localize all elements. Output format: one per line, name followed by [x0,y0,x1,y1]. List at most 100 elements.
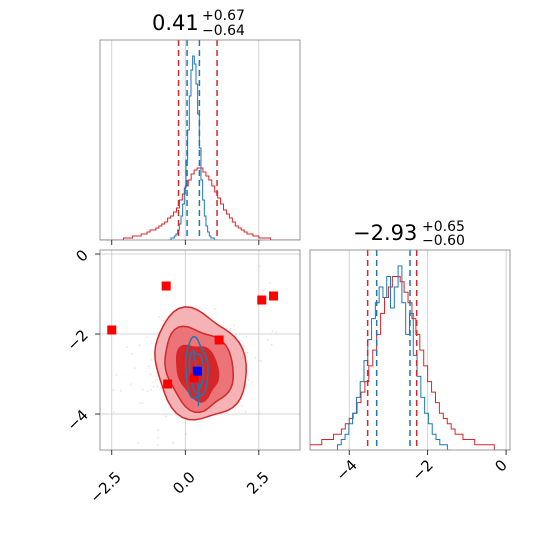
top-left-title: 0.41 +0.67 −0.64 [152,8,245,39]
bl-scatter-point [229,327,232,330]
bl-scatter-point [152,381,155,383]
bl-scatter-point [141,402,144,404]
bl-scatter-point [156,332,159,335]
bl-scatter-point [214,307,217,310]
bl-scatter-point [165,415,167,418]
bl-xtick-label-3: 2.5 [243,468,273,498]
bl-scatter-point [115,374,118,376]
bl-scatter-point [132,455,134,457]
bl-scatter-point [112,411,115,413]
bl-scatter-point [30,383,32,385]
bl-scatter-point [257,360,260,362]
bl-blue-marker [192,366,202,376]
bl-scatter-point [145,336,148,339]
bl-scatter-point [156,444,159,446]
bl-red-marker-2 [257,295,267,305]
bl-scatter-point [149,373,152,376]
bottom-right-title-plus: +0.65 [422,219,465,235]
bl-red-marker-3 [269,291,279,301]
bl-scatter-point [148,365,151,368]
bl-scatter-point [328,331,330,333]
bl-scatter-point [146,390,149,393]
bl-red-marker-5 [163,379,173,389]
bl-scatter-point [157,429,160,432]
bl-scatter-point [112,389,115,391]
bl-scatter-point [260,360,262,362]
bl-scatter-point [275,330,278,333]
bl-red-marker-0 [107,325,117,335]
bl-scatter-point [172,441,175,444]
bl-scatter-point [269,281,272,284]
bl-scatter-point [130,353,133,355]
bl-contour-blue-outer [184,335,209,400]
bl-red-marker-1 [161,281,171,291]
bl-scatter-point [241,404,243,407]
bl-scatter-point [254,356,257,359]
bl-ytick-label-1: 0 [72,246,91,265]
br-xtick-label-2: −2 [408,456,436,484]
bl-scatter-point [157,436,160,439]
bl-scatter-point [126,346,129,348]
bl-scatter-point [152,386,155,388]
bl-contour-blue-inner [188,350,205,395]
bl-scatter-point [162,320,165,322]
bl-scatter-point [266,338,269,341]
top-left-histogram-panel [100,40,300,240]
bottom-left-frame [99,249,301,451]
br-xtick-label-1: −4 [332,456,360,484]
bottom-right-title: −2.93 +0.65 −0.60 [353,219,465,249]
bl-xtick-label-1: −2.5 [86,468,124,506]
bl-scatter-point [160,386,163,389]
bl-scatter-point [251,381,254,384]
bl-scatter-point [133,367,136,370]
bl-scatter-point [185,433,187,435]
tl-hist-red [100,167,300,240]
bl-red-marker-6 [189,373,199,383]
bottom-right-title-minus: −0.60 [422,233,465,249]
top-left-title-plus: +0.67 [202,8,245,24]
br-hist-red [310,276,510,450]
tl-hist-blue [167,55,218,240]
bl-scatter-point [271,330,274,333]
bl-scatter-point [185,505,187,507]
bl-scatter-point [247,379,250,381]
bl-scatter-point [139,402,141,404]
bl-scatter-point [130,383,133,386]
bl-scatter-point [246,352,249,354]
bl-scatter-point [158,315,160,318]
bl-scatter-point [245,335,248,338]
bl-scatter-point [234,406,237,409]
top-left-title-value: 0.41 [152,11,199,35]
bl-scatter-point [270,343,273,346]
axis-ticks [95,240,507,455]
bottom-left-contour-panel [30,250,330,507]
bl-scatter-point [156,385,159,388]
bl-scatter-point [244,410,247,413]
br-hist-blue [336,265,452,450]
bottom-right-title-value: −2.93 [353,221,417,245]
bl-scatter-point [150,389,152,391]
bl-scatter-point [138,344,141,347]
bl-scatter-point [183,454,185,456]
bl-scatter-point [137,442,140,444]
bl-scatter-point [262,289,265,292]
bl-scatter-point [150,359,153,361]
bl-scatter-point [154,379,157,381]
bottom-right-histogram-panel [310,250,510,450]
bl-scatter-point [141,388,144,391]
bl-scatter-point [258,411,261,414]
bl-ytick-label-2: −2 [63,326,91,354]
bl-scatter-point [119,389,122,392]
bl-ytick-label-3: −4 [63,406,91,434]
bl-scatter-point [242,344,245,347]
br-xtick-label-3: 0 [491,456,510,475]
top-left-title-minus: −0.64 [202,23,245,39]
top-left-frame [99,39,301,241]
bl-xtick-label-2: 0.0 [169,468,199,498]
bl-scatter-point [232,324,235,327]
bottom-right-frame [309,249,511,451]
bl-scatter-point [258,265,261,267]
bl-scatter-point [229,329,232,331]
bl-red-marker-4 [214,335,224,345]
